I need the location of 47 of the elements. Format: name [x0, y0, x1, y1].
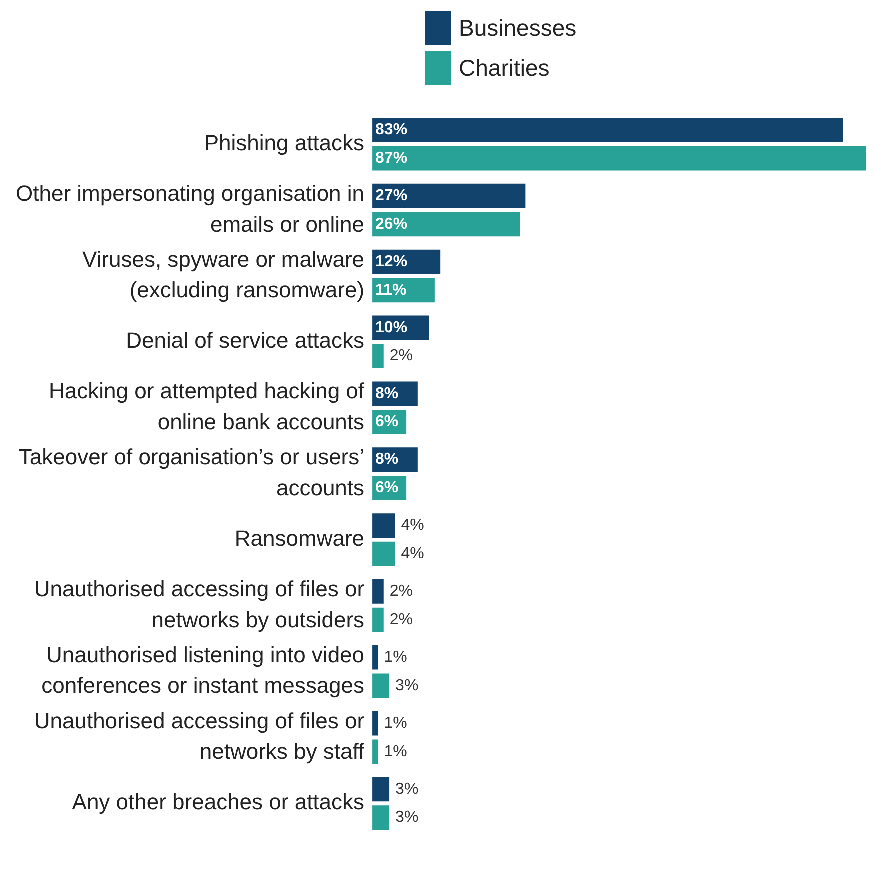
y-tick-label: Phishing attacks	[204, 130, 365, 156]
data-label: 83%	[376, 122, 408, 139]
data-label: 3%	[396, 780, 419, 798]
bar	[372, 118, 844, 142]
data-label: 4%	[401, 546, 424, 563]
bar	[372, 184, 526, 208]
legend-label: Charities	[459, 54, 550, 82]
y-tick-label: Denial of service attacks	[126, 328, 365, 354]
data-label: 1%	[384, 714, 408, 732]
bar	[372, 608, 384, 632]
data-label: 6%	[376, 480, 399, 497]
y-tick-label: Unauthorised accessing of files or networks by staff	[34, 708, 366, 764]
data-label: 2%	[390, 611, 413, 628]
y-tick-label: Viruses, spyware or malware (excluding ransomware)	[82, 246, 365, 303]
bar	[372, 146, 866, 171]
data-label: 1%	[384, 743, 408, 760]
data-label: 6%	[376, 414, 399, 431]
data-label: 8%	[376, 451, 399, 468]
data-label: 1%	[384, 649, 408, 666]
bar	[372, 542, 396, 566]
data-label: 3%	[396, 809, 419, 826]
y-tick-label: Other impersonating organisation in emails or online	[16, 180, 365, 237]
data-label: 3%	[396, 677, 419, 694]
bar	[372, 212, 520, 237]
y-tick-label: Takeover of organisation’s or users’ accounts	[18, 444, 365, 500]
bar	[372, 806, 390, 830]
data-label: 26%	[376, 216, 408, 233]
data-label: 2%	[390, 583, 413, 600]
bar	[372, 344, 384, 369]
bar	[372, 579, 384, 604]
data-label: 11%	[376, 282, 407, 299]
legend-label: Businesses	[459, 14, 577, 42]
y-tick-label: Any other breaches or attacks	[72, 790, 365, 815]
y-tick-label: Unauthorised accessing of files or networks by outsiders	[34, 576, 365, 632]
y-tick-label: Ransomware	[234, 526, 365, 551]
bar	[372, 674, 390, 698]
data-label: 12%	[376, 253, 408, 270]
bar	[372, 514, 396, 538]
data-label: 8%	[376, 385, 399, 402]
bar	[372, 777, 390, 802]
data-label: 87%	[376, 150, 408, 167]
data-label: 10%	[376, 319, 408, 336]
y-tick-label: Unauthorised listening into video conferences or instant messages	[42, 642, 365, 698]
y-tick-label: Hacking or attempted hacking of online bank accounts	[49, 378, 366, 435]
data-label: 27%	[376, 188, 408, 205]
data-label: 4%	[401, 517, 424, 534]
data-label: 2%	[390, 348, 413, 365]
